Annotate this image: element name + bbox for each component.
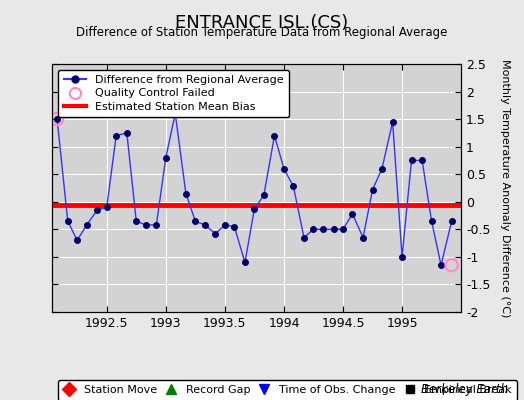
Point xyxy=(53,116,61,122)
Text: Difference of Station Temperature Data from Regional Average: Difference of Station Temperature Data f… xyxy=(77,26,447,39)
Point xyxy=(447,262,456,268)
Y-axis label: Monthly Temperature Anomaly Difference (°C): Monthly Temperature Anomaly Difference (… xyxy=(500,59,510,317)
Legend: Station Move, Record Gap, Time of Obs. Change, Empirical Break: Station Move, Record Gap, Time of Obs. C… xyxy=(58,380,518,400)
Text: Berkeley Earth: Berkeley Earth xyxy=(421,383,508,396)
Text: ENTRANCE ISL.(CS): ENTRANCE ISL.(CS) xyxy=(176,14,348,32)
